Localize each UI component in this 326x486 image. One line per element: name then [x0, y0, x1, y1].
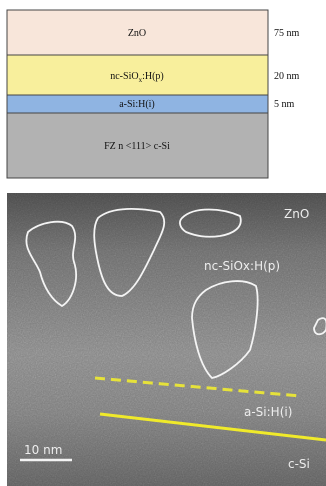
layer-stack: ZnO nc-SiOx:H(p) a-Si:H(i) FZ n <111> c-…	[7, 10, 300, 178]
label-part: :H(p)	[142, 71, 164, 82]
thickness-label: 5 nm	[274, 99, 295, 110]
tem-image: ZnO nc-SiOx:H(p) a-Si:H(i) c-Si 10 nm	[7, 193, 326, 486]
layer-label: a-Si:H(i)	[119, 99, 155, 110]
tem-label: a-Si:H(i)	[244, 405, 292, 419]
figure: ZnO nc-SiOx:H(p) a-Si:H(i) FZ n <111> c-…	[0, 0, 326, 486]
thickness-label: 20 nm	[274, 71, 300, 82]
layer-label: ZnO	[128, 28, 146, 39]
label-part: nc-SiO	[110, 71, 138, 82]
scale-bar-label: 10 nm	[24, 443, 62, 457]
tem-label: ZnO	[284, 207, 309, 221]
tem-label: nc-SiOx:H(p)	[204, 259, 280, 273]
tem-label: c-Si	[288, 457, 310, 471]
thickness-label: 75 nm	[274, 28, 300, 39]
layer-label: FZ n <111> c-Si	[104, 141, 170, 152]
